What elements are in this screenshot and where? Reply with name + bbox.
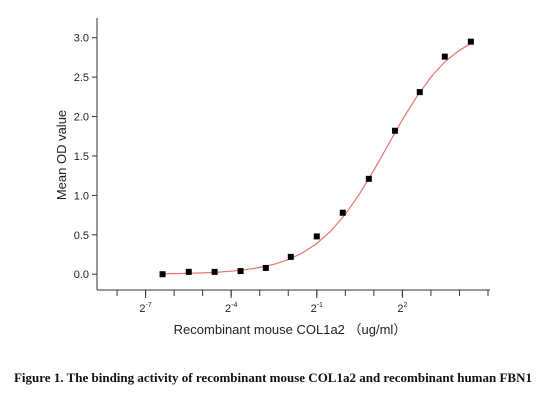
x-tick-exponent: -1 xyxy=(317,302,323,309)
y-tick-label: 0.5 xyxy=(74,230,89,242)
data-point xyxy=(185,268,192,275)
data-point xyxy=(237,268,244,275)
x-tick-exponent: 2 xyxy=(403,302,407,309)
x-tick-base: 2 xyxy=(397,303,403,315)
x-tick-label: 2-4 xyxy=(225,302,237,315)
data-point xyxy=(339,209,346,216)
data-point xyxy=(159,271,166,278)
x-axis-label: Recombinant mouse COL1a2 （ug/ml） xyxy=(174,322,407,337)
x-tick-base: 2 xyxy=(311,303,317,315)
y-tick-label: 2.5 xyxy=(74,72,89,84)
y-tick-label: 0.0 xyxy=(74,269,89,281)
x-tick-label: 22 xyxy=(397,302,407,315)
x-tick-exponent: -7 xyxy=(146,302,152,309)
data-point xyxy=(365,175,372,182)
x-tick-base: 2 xyxy=(139,303,145,315)
data-point xyxy=(416,89,423,96)
y-axis-label: Mean OD value xyxy=(54,110,69,200)
data-point xyxy=(313,233,320,240)
y-tick-label: 3.0 xyxy=(74,33,89,45)
y-tick-label: 1.0 xyxy=(74,190,89,202)
data-point xyxy=(287,253,294,260)
x-tick-label: 2-1 xyxy=(311,302,323,315)
caption: Figure 1. The binding activity of recomb… xyxy=(13,370,532,385)
chart: Recombinant mouse COL1a2 （ug/ml） Mean OD… xyxy=(54,18,490,337)
data-point xyxy=(262,264,269,271)
y-tick-label: 1.5 xyxy=(74,151,89,163)
data-point xyxy=(467,38,474,45)
data-point xyxy=(391,127,398,134)
x-tick-exponent: -4 xyxy=(231,302,237,309)
data-point xyxy=(211,268,218,275)
x-tick-label: 2-7 xyxy=(139,302,151,315)
x-tick-base: 2 xyxy=(225,303,231,315)
data-point xyxy=(441,53,448,60)
y-tick-label: 2.0 xyxy=(74,112,89,124)
